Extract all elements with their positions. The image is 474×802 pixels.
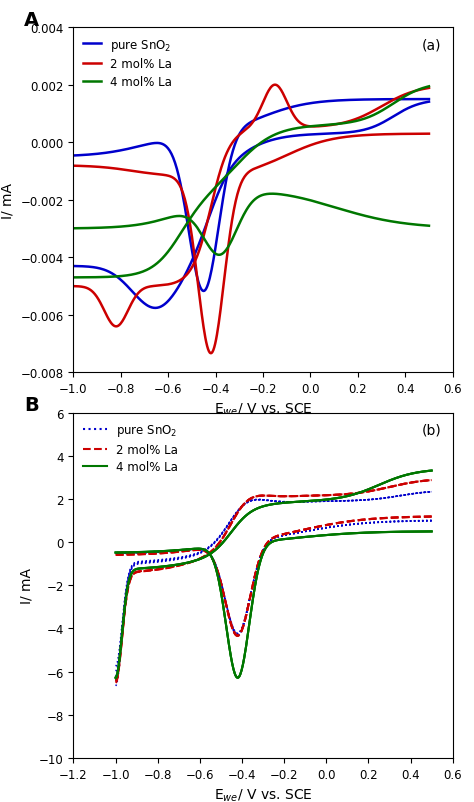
Text: A: A: [24, 10, 39, 30]
Text: B: B: [24, 396, 39, 415]
X-axis label: E$_{we}$/ V vs. SCE: E$_{we}$/ V vs. SCE: [214, 401, 312, 418]
Y-axis label: I/ mA: I/ mA: [19, 568, 34, 603]
Legend: pure SnO$_2$, 2 mol% La, 4 mol% La: pure SnO$_2$, 2 mol% La, 4 mol% La: [79, 34, 175, 92]
Text: (a): (a): [422, 38, 441, 52]
Legend: pure SnO$_2$, 2 mol% La, 4 mol% La: pure SnO$_2$, 2 mol% La, 4 mol% La: [79, 419, 182, 477]
Y-axis label: I/ mA: I/ mA: [1, 183, 15, 218]
X-axis label: E$_{we}$/ V vs. SCE: E$_{we}$/ V vs. SCE: [214, 786, 312, 802]
Text: (b): (b): [421, 423, 441, 437]
